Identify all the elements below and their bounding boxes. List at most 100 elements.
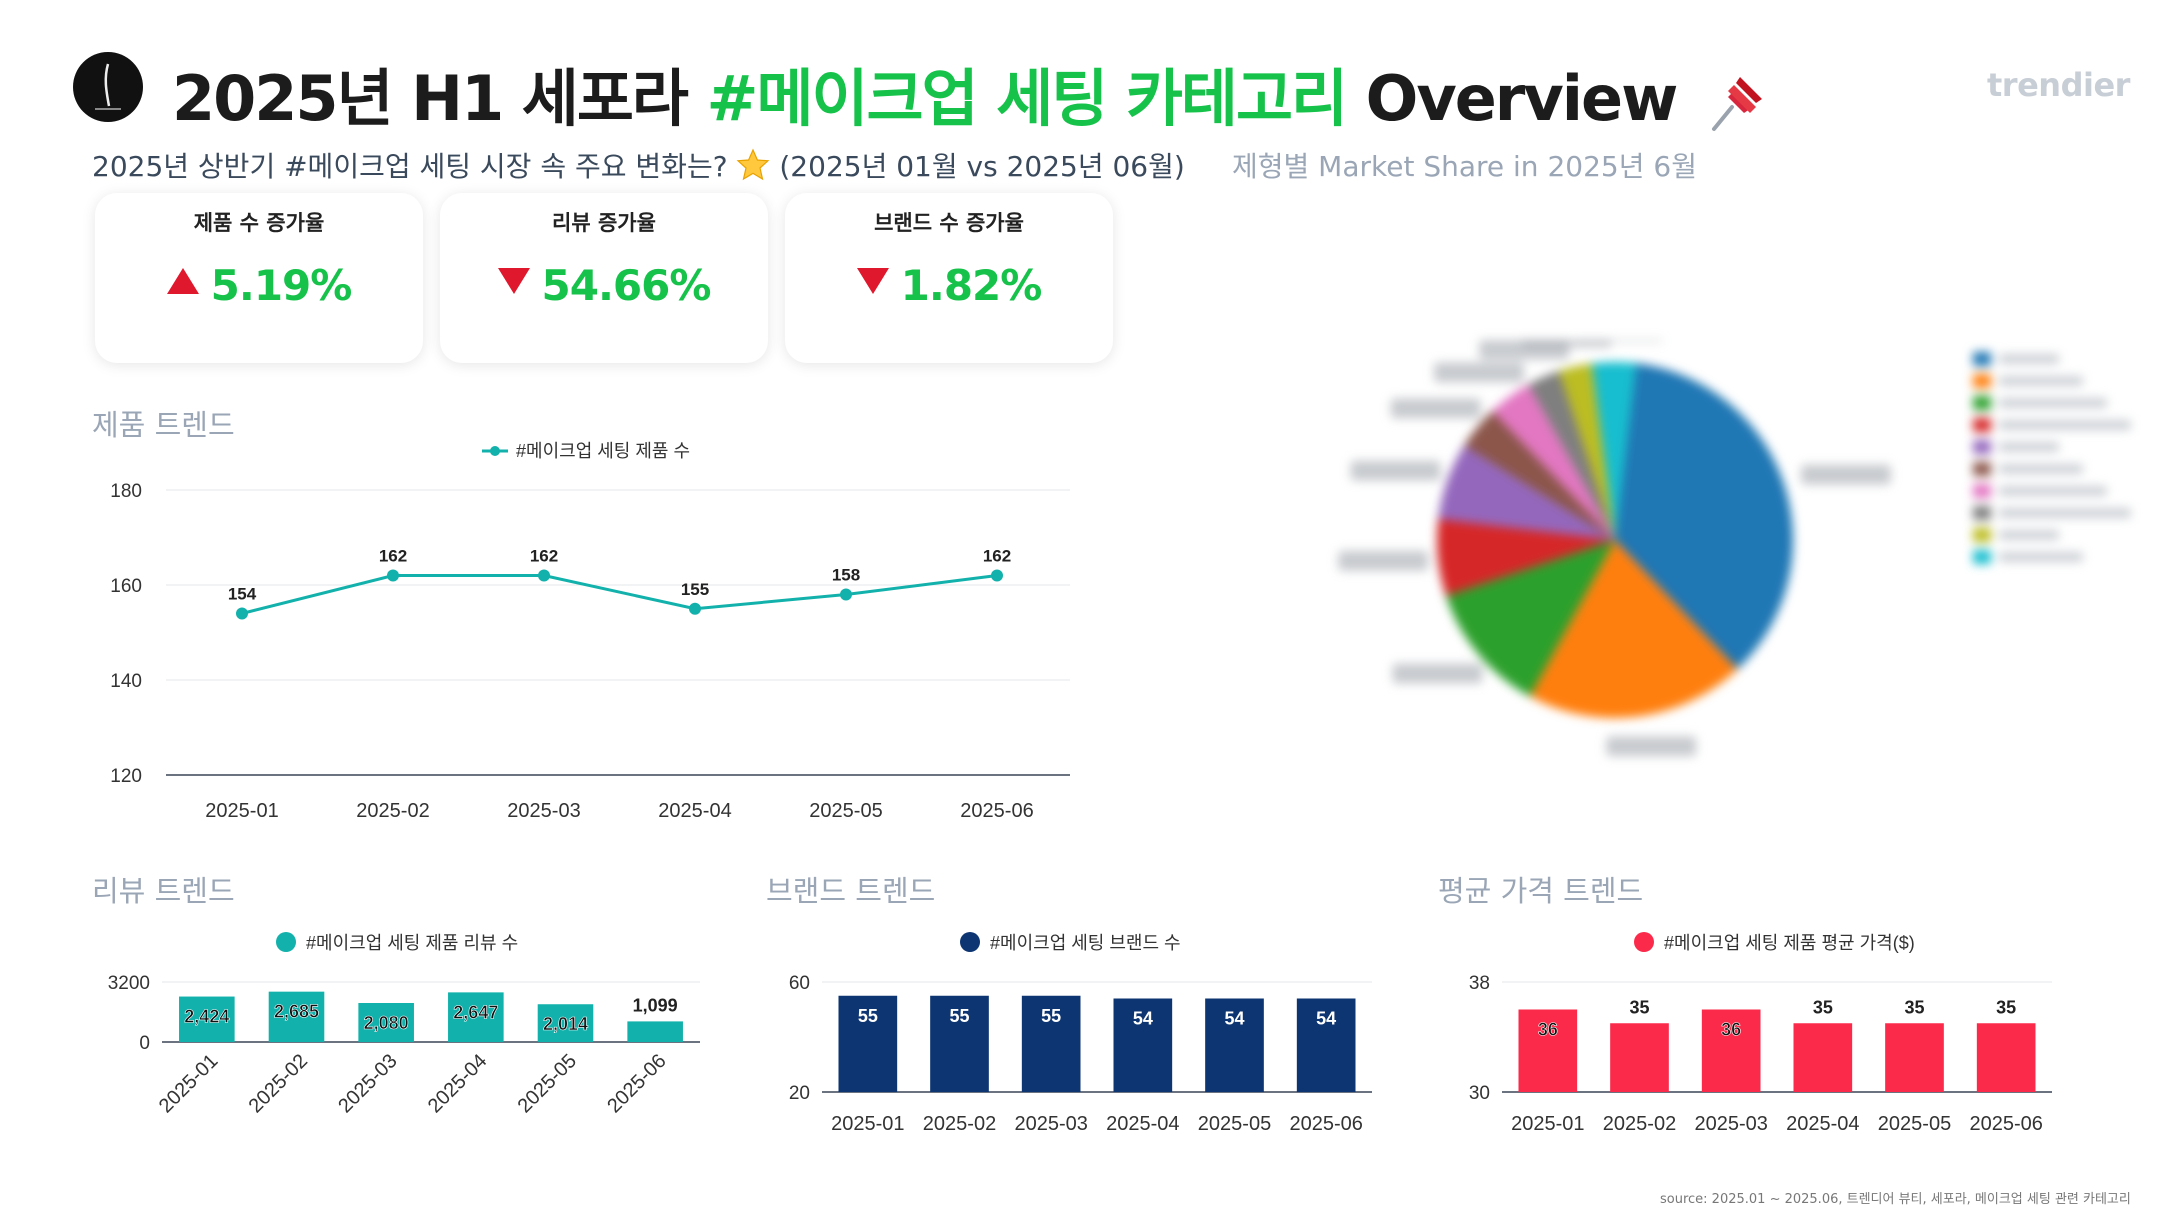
data-label: 54	[1133, 1009, 1153, 1029]
kpi-value-text: 1.82%	[900, 261, 1043, 310]
legend-entry	[1999, 354, 2059, 364]
review-trend-bar-chart: #메이크업 세팅 제품 리뷰 수 0 3200 2,424 2025-01 2,685 20…	[108, 932, 700, 1117]
data-label: 2,647	[453, 1002, 498, 1022]
legend-swatch	[1973, 440, 1991, 454]
pie-callout	[1606, 736, 1697, 757]
footer-source: source: 2025.01 ~ 2025.06, 트렌디어 뷰티, 세포라,…	[1660, 1192, 2131, 1207]
data-label: 155	[681, 580, 709, 599]
x-tick-label: 2025-04	[424, 1050, 491, 1117]
x-tick-label: 2025-03	[1014, 1113, 1087, 1135]
y-tick-label: 60	[789, 973, 810, 994]
pie-callout	[1350, 460, 1441, 481]
x-tick-label: 2025-02	[356, 800, 429, 822]
legend-marker	[276, 932, 296, 952]
pie-slice	[1528, 371, 1615, 540]
kpi-label: 제품 수 증가율	[193, 211, 325, 235]
data-point	[991, 569, 1003, 582]
x-tick-label: 2025-02	[245, 1050, 312, 1117]
kpi-value-text: 54.66%	[541, 261, 712, 310]
data-label: 2,685	[274, 1002, 319, 1022]
legend-entry	[1999, 464, 2083, 474]
brand-trend-bar-chart: #메이크업 세팅 브랜드 수 20 60 55 2025-01 55 2025-02 55 20…	[789, 932, 1372, 1135]
x-tick-label: 2025-01	[831, 1113, 904, 1135]
y-tick-label: 38	[1469, 973, 1490, 994]
bar	[1610, 1023, 1669, 1092]
series-line	[241, 574, 998, 615]
legend-swatch	[1973, 374, 1991, 388]
pie-callout	[1574, 340, 1664, 343]
bar	[1793, 1023, 1853, 1092]
data-label: 55	[1041, 1006, 1061, 1026]
pie-slice	[1438, 445, 1615, 540]
data-label: 55	[949, 1006, 969, 1026]
data-point	[689, 602, 701, 615]
x-tick-label: 2025-02	[923, 1113, 996, 1135]
bar	[268, 991, 325, 1042]
pushpin-icon	[1711, 76, 1762, 131]
kpi-label: 브랜드 수 증가율	[874, 211, 1024, 235]
legend-entry	[1999, 376, 2083, 386]
brand-logo-text: trendier	[1987, 66, 2130, 104]
y-tick-label: 0	[139, 1033, 150, 1054]
x-tick-label: 2025-05	[809, 800, 882, 822]
data-point	[387, 569, 399, 582]
bar	[930, 995, 989, 1092]
x-tick-label: 2025-05	[1198, 1113, 1271, 1135]
y-tick-label: 30	[1469, 1083, 1490, 1104]
subtitle: 2025년 상반기 #메이크업 세팅 시장 속 주요 변화는? (2025년 0…	[92, 145, 1185, 185]
x-tick-label: 2025-06	[1289, 1113, 1362, 1135]
data-label: 55	[858, 1006, 878, 1026]
bar	[1113, 998, 1173, 1092]
legend-marker	[490, 446, 500, 456]
legend-label: #메이크업 세팅 제품 리뷰 수	[306, 933, 518, 953]
data-label: 36	[1721, 1020, 1741, 1040]
pie-slice	[1437, 518, 1615, 596]
kpi-card-product-growth: 제품 수 증가율 5.19%	[95, 193, 423, 363]
subtitle-text: 2025년 상반기 #메이크업 세팅 시장 속 주요 변화는?	[92, 150, 728, 183]
kpi-value-text: 5.19%	[210, 261, 353, 310]
data-label: 54	[1316, 1009, 1336, 1029]
pie-callout	[1390, 398, 1481, 419]
x-tick-label: 2025-02	[1603, 1113, 1676, 1135]
pie-slice	[1464, 410, 1615, 540]
star-icon	[737, 148, 770, 181]
data-label: 154	[228, 585, 257, 604]
bar	[179, 996, 235, 1042]
form-market-share-pie-chart	[1338, 340, 2131, 757]
legend-swatch	[1973, 506, 1991, 520]
triangle-up-icon	[166, 268, 199, 294]
data-label: 36	[1538, 1020, 1558, 1040]
pie-chart-title: 제형별 Market Share in 2025년 6월	[1232, 150, 1697, 183]
x-tick-label: 2025-06	[1969, 1113, 2042, 1135]
kpi-value: 5.19%	[95, 261, 423, 310]
x-tick-label: 2025-04	[1786, 1113, 1859, 1135]
x-tick-label: 2025-01	[1511, 1113, 1584, 1135]
legend-label: #메이크업 세팅 제품 평균 가격($)	[1664, 933, 1915, 953]
y-tick-label: 180	[110, 481, 142, 502]
x-tick-label: 2025-06	[603, 1050, 670, 1117]
y-tick-label: 160	[110, 576, 142, 597]
legend-entry	[1999, 442, 2059, 452]
price-trend-bar-chart: #메이크업 세팅 제품 평균 가격($) 30 38 36 2025-01 35 2025-…	[1469, 932, 2052, 1135]
bar	[627, 1021, 683, 1042]
legend-entry	[1999, 530, 2059, 540]
legend-swatch	[1973, 396, 1991, 410]
legend-swatch	[1973, 418, 1991, 432]
data-label: 2,014	[543, 1014, 588, 1034]
legend-swatch	[1973, 352, 1991, 366]
bar	[1518, 1009, 1578, 1092]
data-point	[236, 607, 248, 620]
data-point	[840, 588, 852, 601]
data-label: 158	[832, 566, 860, 585]
pie-slice	[1591, 362, 1637, 540]
product-trend-line-chart: #메이크업 세팅 제품 수 120 140 160 180 2025-01 2025-02 2…	[110, 441, 1070, 822]
kpi-value: 54.66%	[440, 261, 768, 310]
pie-slice	[1615, 363, 1793, 670]
data-label: 2,080	[364, 1013, 409, 1033]
logo	[73, 52, 181, 122]
bar	[1976, 1023, 2036, 1092]
bar	[358, 1003, 414, 1042]
y-tick-label: 120	[110, 766, 142, 787]
bar	[537, 1004, 594, 1042]
y-tick-label: 3200	[108, 973, 150, 994]
